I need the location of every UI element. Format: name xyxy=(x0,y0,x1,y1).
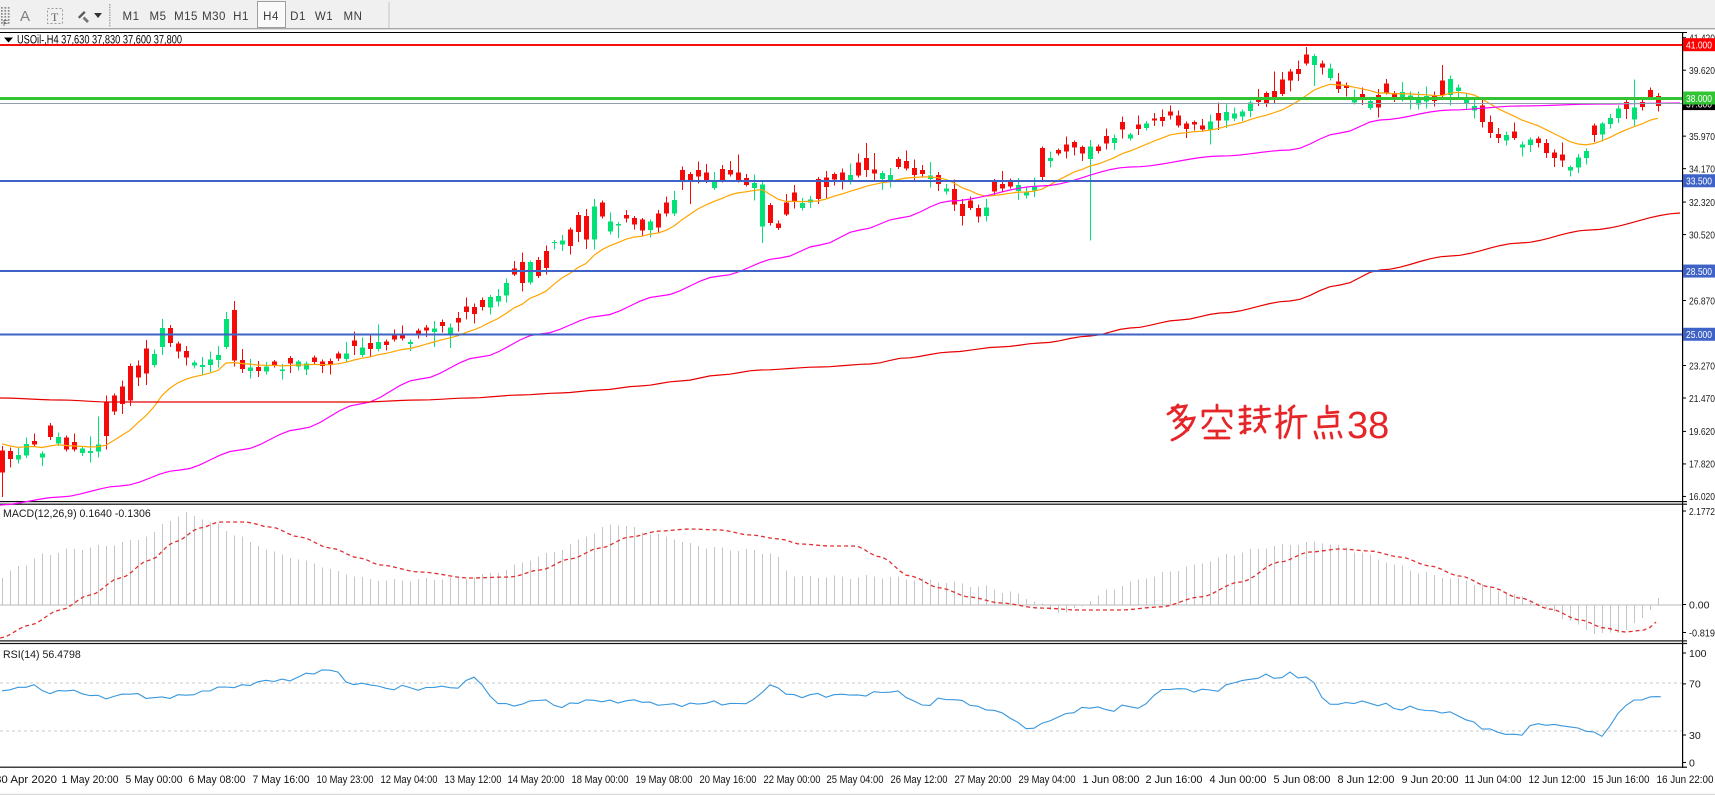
svg-text:5 Jun 08:00: 5 Jun 08:00 xyxy=(1274,774,1331,786)
svg-text:30.520: 30.520 xyxy=(1689,229,1715,241)
svg-text:23.270: 23.270 xyxy=(1689,360,1715,372)
svg-text:41.000: 41.000 xyxy=(1686,40,1712,52)
svg-text:RSI(14) 56.4798: RSI(14) 56.4798 xyxy=(3,649,81,661)
svg-text:0.00: 0.00 xyxy=(1689,599,1710,611)
svg-text:22 May 00:00: 22 May 00:00 xyxy=(764,774,821,786)
svg-text:M30: M30 xyxy=(202,11,226,23)
svg-text:2.1772: 2.1772 xyxy=(1689,506,1715,518)
svg-text:MACD(12,26,9) 0.1640 -0.1306: MACD(12,26,9) 0.1640 -0.1306 xyxy=(3,508,151,520)
svg-text:39.620: 39.620 xyxy=(1689,65,1715,77)
svg-text:MN: MN xyxy=(344,11,363,23)
svg-text:6 May 08:00: 6 May 08:00 xyxy=(189,774,246,786)
svg-text:19.620: 19.620 xyxy=(1689,426,1715,438)
svg-text:M15: M15 xyxy=(174,11,198,23)
svg-text:2 Jun 16:00: 2 Jun 16:00 xyxy=(1146,774,1203,786)
svg-text:29 May 04:00: 29 May 04:00 xyxy=(1019,774,1076,786)
svg-text:D1: D1 xyxy=(290,11,306,23)
svg-text:33.500: 33.500 xyxy=(1686,176,1712,188)
svg-text:32.320: 32.320 xyxy=(1689,197,1715,209)
svg-text:10 May 23:00: 10 May 23:00 xyxy=(317,774,374,786)
svg-text:1 Jun 08:00: 1 Jun 08:00 xyxy=(1083,774,1140,786)
svg-text:30 Apr 2020: 30 Apr 2020 xyxy=(0,774,57,786)
svg-text:16 Jun 22:00: 16 Jun 22:00 xyxy=(1657,774,1714,786)
svg-text:13 May 12:00: 13 May 12:00 xyxy=(445,774,502,786)
svg-text:5 May 00:00: 5 May 00:00 xyxy=(126,774,183,786)
svg-text:0: 0 xyxy=(1689,757,1695,769)
svg-text:1 May 20:00: 1 May 20:00 xyxy=(62,774,119,786)
svg-text:100: 100 xyxy=(1689,648,1707,660)
svg-text:70: 70 xyxy=(1689,679,1701,691)
svg-text:9 Jun 20:00: 9 Jun 20:00 xyxy=(1402,774,1459,786)
svg-text:A: A xyxy=(20,8,30,25)
svg-text:H4: H4 xyxy=(263,11,279,23)
svg-text:28.500: 28.500 xyxy=(1686,266,1712,278)
svg-text:35.970: 35.970 xyxy=(1689,131,1715,143)
svg-text:38: 38 xyxy=(1347,405,1389,447)
svg-text:4 Jun 00:00: 4 Jun 00:00 xyxy=(1210,774,1267,786)
svg-text:T: T xyxy=(51,10,59,24)
svg-text:38.000: 38.000 xyxy=(1686,93,1712,105)
svg-text:7 May 16:00: 7 May 16:00 xyxy=(253,774,310,786)
svg-text:-0.819: -0.819 xyxy=(1689,627,1715,639)
svg-text:30: 30 xyxy=(1689,730,1701,742)
svg-text:26.870: 26.870 xyxy=(1689,295,1715,307)
svg-text:12 May 04:00: 12 May 04:00 xyxy=(381,774,438,786)
svg-text:F: F xyxy=(3,19,8,28)
svg-text:21.470: 21.470 xyxy=(1689,393,1715,405)
svg-text:25.000: 25.000 xyxy=(1686,329,1712,341)
svg-text:27 May 20:00: 27 May 20:00 xyxy=(955,774,1012,786)
svg-text:17.820: 17.820 xyxy=(1689,459,1715,471)
svg-text:USOil-,H4 37,630 37,830 37,60: USOil-,H4 37,630 37,830 37,600 37,800 xyxy=(17,35,182,47)
svg-text:11 Jun 04:00: 11 Jun 04:00 xyxy=(1465,774,1522,786)
svg-text:M5: M5 xyxy=(150,11,167,23)
svg-text:26 May 12:00: 26 May 12:00 xyxy=(891,774,948,786)
svg-text:34.170: 34.170 xyxy=(1689,163,1715,175)
svg-text:19 May 08:00: 19 May 08:00 xyxy=(636,774,693,786)
svg-text:25 May 04:00: 25 May 04:00 xyxy=(827,774,884,786)
svg-text:12 Jun 12:00: 12 Jun 12:00 xyxy=(1529,774,1586,786)
svg-text:W1: W1 xyxy=(315,11,333,23)
svg-text:16.020: 16.020 xyxy=(1689,491,1715,503)
svg-text:8 Jun 12:00: 8 Jun 12:00 xyxy=(1338,774,1395,786)
svg-text:20 May 16:00: 20 May 16:00 xyxy=(700,774,757,786)
svg-text:M1: M1 xyxy=(123,11,140,23)
svg-text:14 May 20:00: 14 May 20:00 xyxy=(508,774,565,786)
svg-text:H1: H1 xyxy=(233,11,249,23)
svg-text:18 May 00:00: 18 May 00:00 xyxy=(572,774,629,786)
svg-text:15 Jun 16:00: 15 Jun 16:00 xyxy=(1593,774,1650,786)
